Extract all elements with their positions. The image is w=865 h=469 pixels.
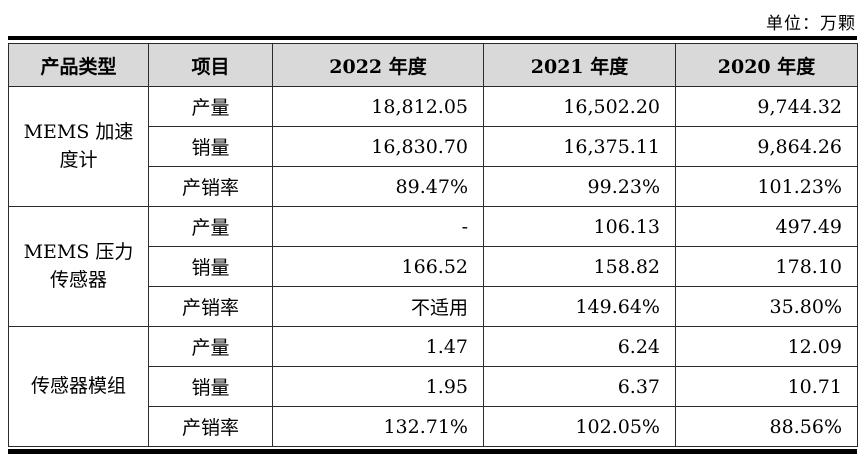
- production-sales-table: 产品类型 项目 2022 年度 2021 年度 2020 年度 MEMS 加速度…: [8, 43, 858, 447]
- value-cell-2022: 1.47: [272, 326, 484, 367]
- item-cell: 产销率: [148, 286, 273, 327]
- item-cell: 产销率: [148, 406, 273, 447]
- table-row: 产销率 不适用 149.64% 35.80%: [9, 286, 858, 327]
- item-cell: 销量: [148, 126, 273, 167]
- header-year-2020: 2020 年度: [675, 43, 858, 87]
- header-product-type: 产品类型: [8, 43, 149, 87]
- value-cell-2022: -: [272, 206, 484, 247]
- value-cell-2022: 89.47%: [272, 166, 484, 207]
- value-cell-2022: 18,812.05: [272, 86, 484, 127]
- table-row: 产销率 89.47% 99.23% 101.23%: [9, 166, 858, 207]
- value-cell-2022: 1.95: [272, 366, 484, 407]
- value-cell-2020: 35.80%: [675, 286, 858, 327]
- value-cell-2020: 12.09: [675, 326, 858, 367]
- value-cell-2020: 88.56%: [675, 406, 858, 447]
- value-cell-2021: 6.24: [483, 326, 676, 367]
- item-cell: 销量: [148, 366, 273, 407]
- value-cell-2020: 101.23%: [675, 166, 858, 207]
- value-cell-2021: 106.13: [483, 206, 676, 247]
- table-row: 传感器模组 产量 1.47 6.24 12.09: [8, 326, 858, 447]
- production-sales-table-wrap: 产品类型 项目 2022 年度 2021 年度 2020 年度 MEMS 加速度…: [8, 36, 858, 454]
- value-cell-2022: 166.52: [272, 246, 484, 287]
- item-cell: 产销率: [148, 166, 273, 207]
- table-row: 销量 16,830.70 16,375.11 9,864.26: [9, 126, 858, 167]
- value-cell-2022: 16,830.70: [272, 126, 484, 167]
- value-cell-2021: 16,375.11: [483, 126, 676, 167]
- value-cell-2021: 149.64%: [483, 286, 676, 327]
- value-cell-2020: 10.71: [675, 366, 858, 407]
- item-cell: 销量: [148, 246, 273, 287]
- product-cell: MEMS 压力传感器: [8, 206, 149, 327]
- value-cell-2021: 102.05%: [483, 406, 676, 447]
- value-cell-2020: 178.10: [675, 246, 858, 287]
- product-cell: 传感器模组: [8, 326, 149, 447]
- table-row: 产销率 132.71% 102.05% 88.56%: [9, 406, 858, 447]
- value-cell-2022: 132.71%: [272, 406, 484, 447]
- table-body: MEMS 加速度计 产量 18,812.05 16,502.20 9,744.3…: [8, 86, 858, 447]
- table-top-rule: [8, 36, 857, 40]
- item-cell: 产量: [148, 326, 273, 367]
- value-cell-2021: 99.23%: [483, 166, 676, 207]
- table-bottom-rule: [8, 449, 857, 454]
- item-cell: 产量: [148, 206, 273, 247]
- table-row: MEMS 压力传感器 产量 - 106.13 497.49: [8, 206, 858, 327]
- value-cell-2020: 497.49: [675, 206, 858, 247]
- header-row: 产品类型 项目 2022 年度 2021 年度 2020 年度: [8, 43, 858, 87]
- header-year-2022: 2022 年度: [272, 43, 484, 87]
- header-year-2021: 2021 年度: [483, 43, 676, 87]
- table-row: 销量 166.52 158.82 178.10: [9, 246, 858, 287]
- unit-label: 单位：万颗: [766, 14, 856, 34]
- item-cell: 产量: [148, 86, 273, 127]
- table-header: 产品类型 项目 2022 年度 2021 年度 2020 年度: [8, 43, 858, 87]
- value-cell-2021: 158.82: [483, 246, 676, 287]
- table-row: MEMS 加速度计 产量 18,812.05 16,502.20 9,744.3…: [8, 86, 858, 207]
- value-cell-2022: 不适用: [272, 286, 484, 327]
- value-cell-2021: 16,502.20: [483, 86, 676, 127]
- value-cell-2020: 9,744.32: [675, 86, 858, 127]
- table-row: 销量 1.95 6.37 10.71: [9, 366, 858, 407]
- header-item: 项目: [148, 43, 273, 87]
- product-cell: MEMS 加速度计: [8, 86, 149, 207]
- value-cell-2021: 6.37: [483, 366, 676, 407]
- value-cell-2020: 9,864.26: [675, 126, 858, 167]
